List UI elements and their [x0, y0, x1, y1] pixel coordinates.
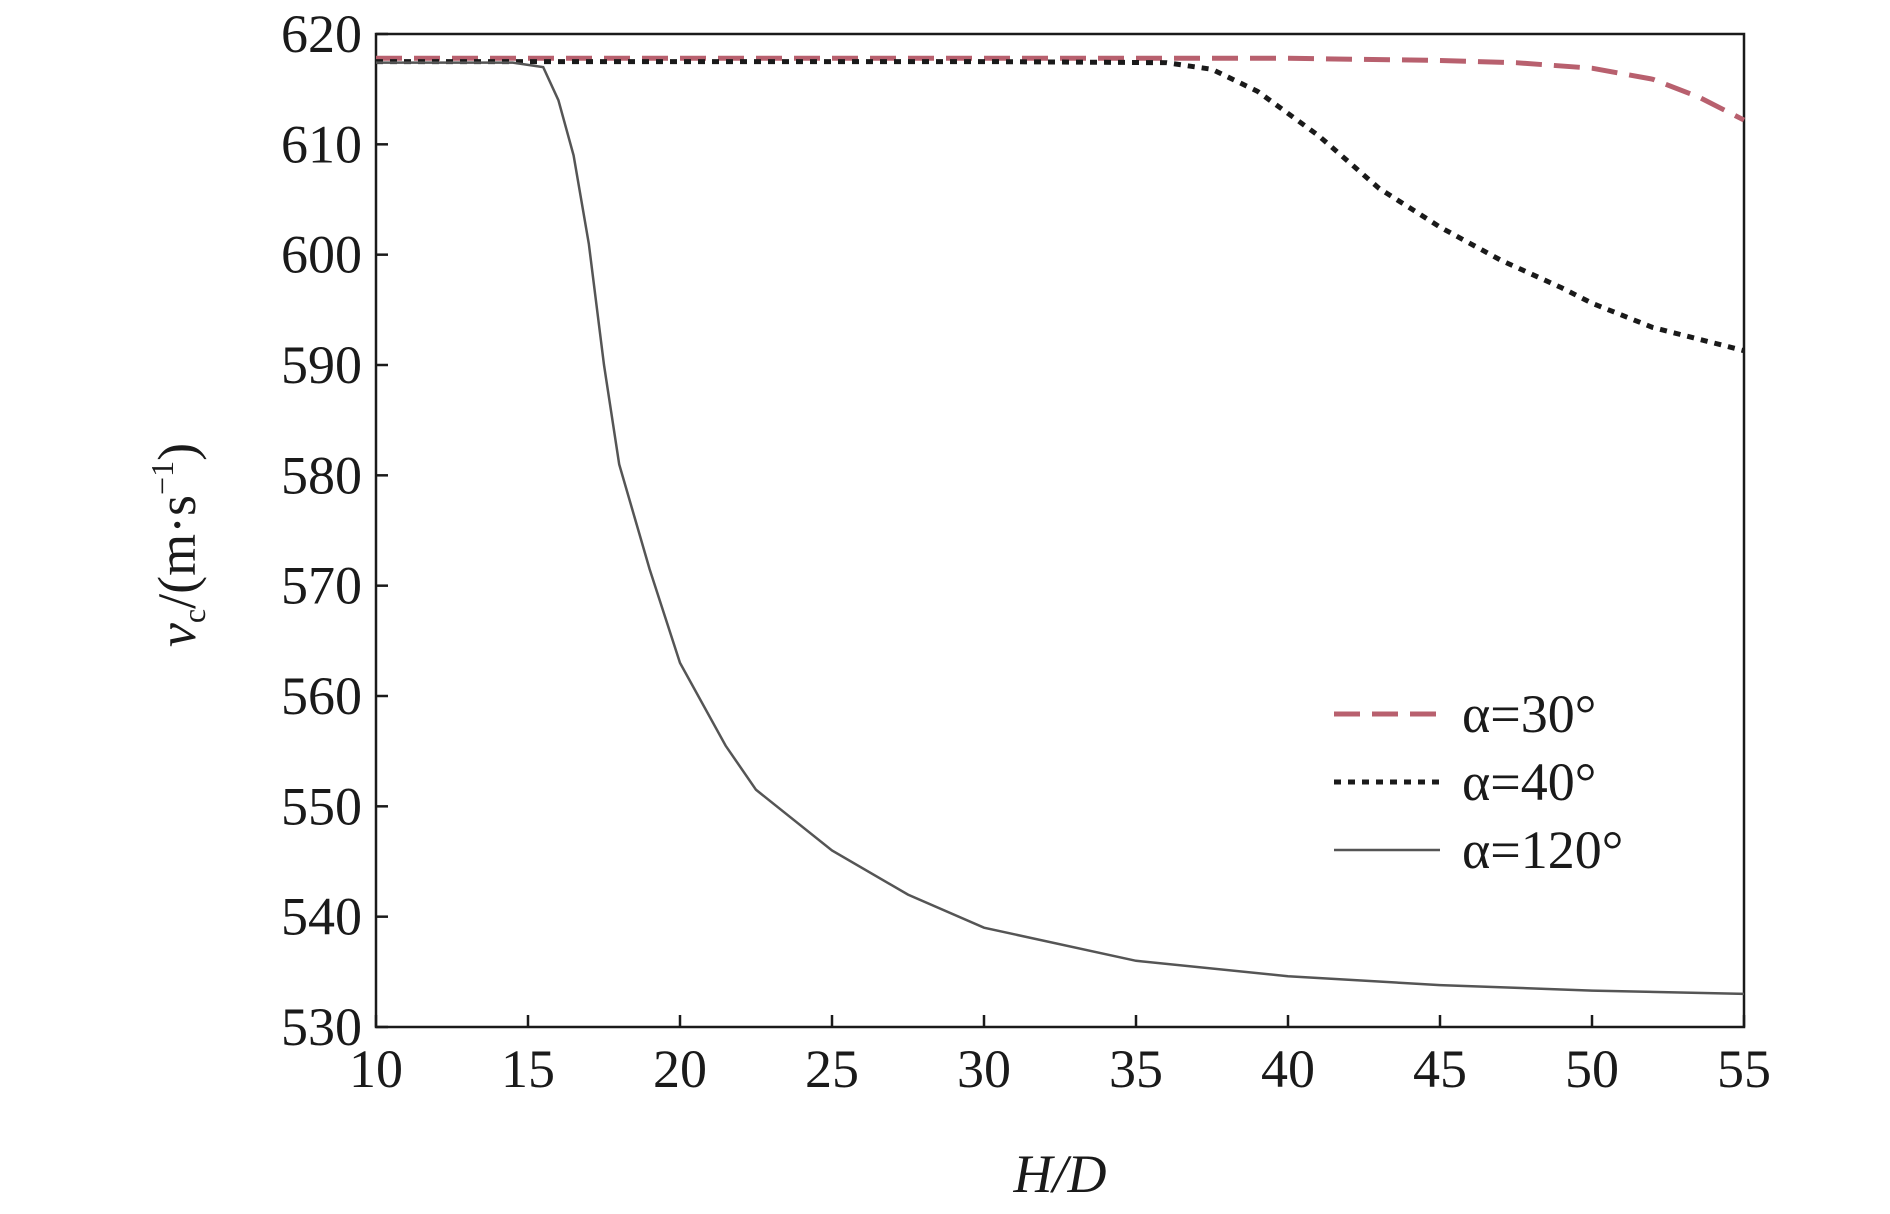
y-tick-label: 620: [281, 4, 362, 64]
y-tick-label: 590: [281, 335, 362, 395]
x-tick-label: 15: [501, 1039, 555, 1099]
y-label-part: −1: [144, 461, 180, 495]
legend-label: α=30°: [1462, 684, 1596, 744]
y-axis-label: vc/(m·s−1): [144, 443, 212, 647]
series-line: [376, 59, 1745, 354]
y-tick-label: 570: [281, 556, 362, 616]
x-tick-label: 20: [653, 1039, 707, 1099]
x-tick-label: 10: [349, 1039, 403, 1099]
x-tick-label: 40: [1261, 1039, 1315, 1099]
x-tick-label: 25: [805, 1039, 859, 1099]
y-label-part: c: [176, 609, 212, 623]
x-tick-label: 45: [1413, 1039, 1467, 1099]
y-tick-label: 580: [281, 445, 362, 505]
legend-label: α=120°: [1462, 820, 1623, 880]
y-tick-label: 600: [281, 225, 362, 285]
x-tick-label: 35: [1109, 1039, 1163, 1099]
plot-frame: [374, 32, 1746, 1029]
y-label-part: ): [147, 443, 207, 461]
y-tick-label: 560: [281, 666, 362, 726]
x-tick-label: 55: [1717, 1039, 1771, 1099]
legend-label: α=40°: [1462, 752, 1596, 812]
y-tick-label: 550: [281, 776, 362, 836]
y-label-part: /(m·s: [147, 495, 207, 609]
x-axis-label: H/D: [1013, 1144, 1107, 1204]
series-line: [376, 55, 1746, 123]
y-tick-label: 530: [281, 997, 362, 1057]
y-tick-label: 540: [281, 887, 362, 947]
series-line: [376, 61, 1745, 996]
x-tick-label: 30: [957, 1039, 1011, 1099]
y-tick-label: 610: [281, 114, 362, 174]
y-label-part: v: [147, 623, 207, 647]
x-tick-label: 50: [1565, 1039, 1619, 1099]
